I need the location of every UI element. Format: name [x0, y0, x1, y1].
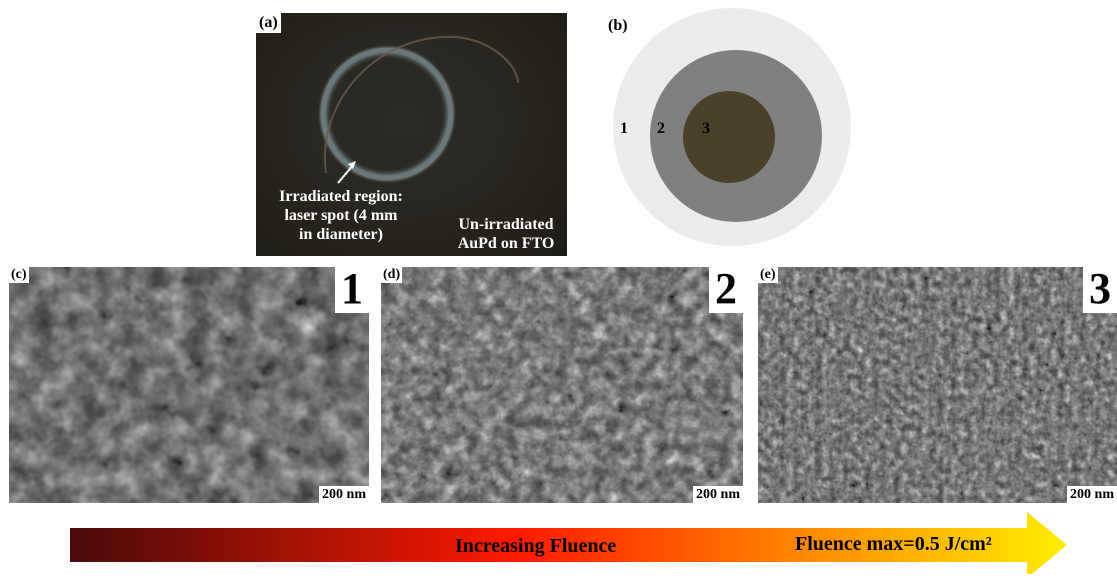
- laser-spot-ring: [317, 44, 457, 184]
- increasing-fluence-label: Increasing Fluence: [455, 535, 617, 557]
- pointer-arrowhead: [348, 161, 356, 169]
- region-diagram: 1 2 3: [613, 8, 851, 246]
- panel-c-scale-bar-text: 200 nm: [322, 487, 366, 502]
- irradiated-region-caption: Irradiated region: laser spot (4 mm in d…: [256, 187, 426, 244]
- panel-a-photo: (a) Irradiated region: laser spot (4 mm …: [256, 13, 567, 256]
- region-3-circle: [683, 91, 775, 183]
- panel-c-region-number: 1: [335, 267, 369, 313]
- panel-d-label: (d): [381, 267, 403, 283]
- panel-c-sem-image: (c) 1 200 nm: [9, 267, 369, 503]
- laser-spot-photo: [317, 35, 519, 184]
- panel-e-sem-image: (e) 3 200 nm: [758, 267, 1117, 503]
- irradiated-line-2: laser spot (4 mm: [284, 207, 398, 224]
- panel-d-scale-bar: 200 nm: [693, 486, 743, 503]
- panel-c-label: (c): [9, 267, 29, 283]
- region-2-number: 2: [657, 120, 665, 137]
- panel-e-region-number: 3: [1083, 267, 1117, 313]
- panel-e-scale-bar: 200 nm: [1067, 486, 1117, 503]
- panel-c-scale-bar: 200 nm: [319, 486, 369, 503]
- panel-d-scale-bar-text: 200 nm: [696, 487, 740, 502]
- fluence-arrow: Increasing Fluence Fluence max=0.5 J/cm²: [70, 512, 1070, 582]
- region-3-number: 3: [702, 120, 710, 137]
- panel-e-label: (e): [758, 267, 778, 283]
- panel-d-sem-image: (d) 2 200 nm: [381, 267, 743, 503]
- sem-texture-d: [381, 267, 743, 503]
- unirradiated-line-1: Un-irradiated: [458, 216, 554, 233]
- panel-a-label: (a): [256, 13, 281, 33]
- panel-e-scale-bar-text: 200 nm: [1070, 487, 1114, 502]
- unirradiated-caption: Un-irradiated AuPd on FTO: [446, 215, 566, 253]
- panel-d-region-number: 2: [709, 267, 743, 313]
- sem-texture-e: [758, 267, 1117, 503]
- irradiated-line-1: Irradiated region:: [279, 188, 403, 205]
- region-1-number: 1: [620, 120, 628, 137]
- fluence-arrow-shape: [70, 512, 1067, 578]
- panel-b-label: (b): [608, 17, 628, 34]
- sem-texture-c: [9, 267, 369, 503]
- sample-edge-arc: [323, 35, 519, 174]
- unirradiated-line-2: AuPd on FTO: [457, 235, 555, 252]
- fluence-max-label: Fluence max=0.5 J/cm²: [795, 533, 992, 555]
- irradiated-line-3: in diameter): [299, 226, 383, 243]
